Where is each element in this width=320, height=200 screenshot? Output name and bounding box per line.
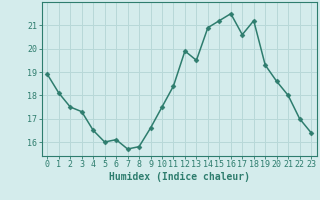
X-axis label: Humidex (Indice chaleur): Humidex (Indice chaleur) xyxy=(109,172,250,182)
